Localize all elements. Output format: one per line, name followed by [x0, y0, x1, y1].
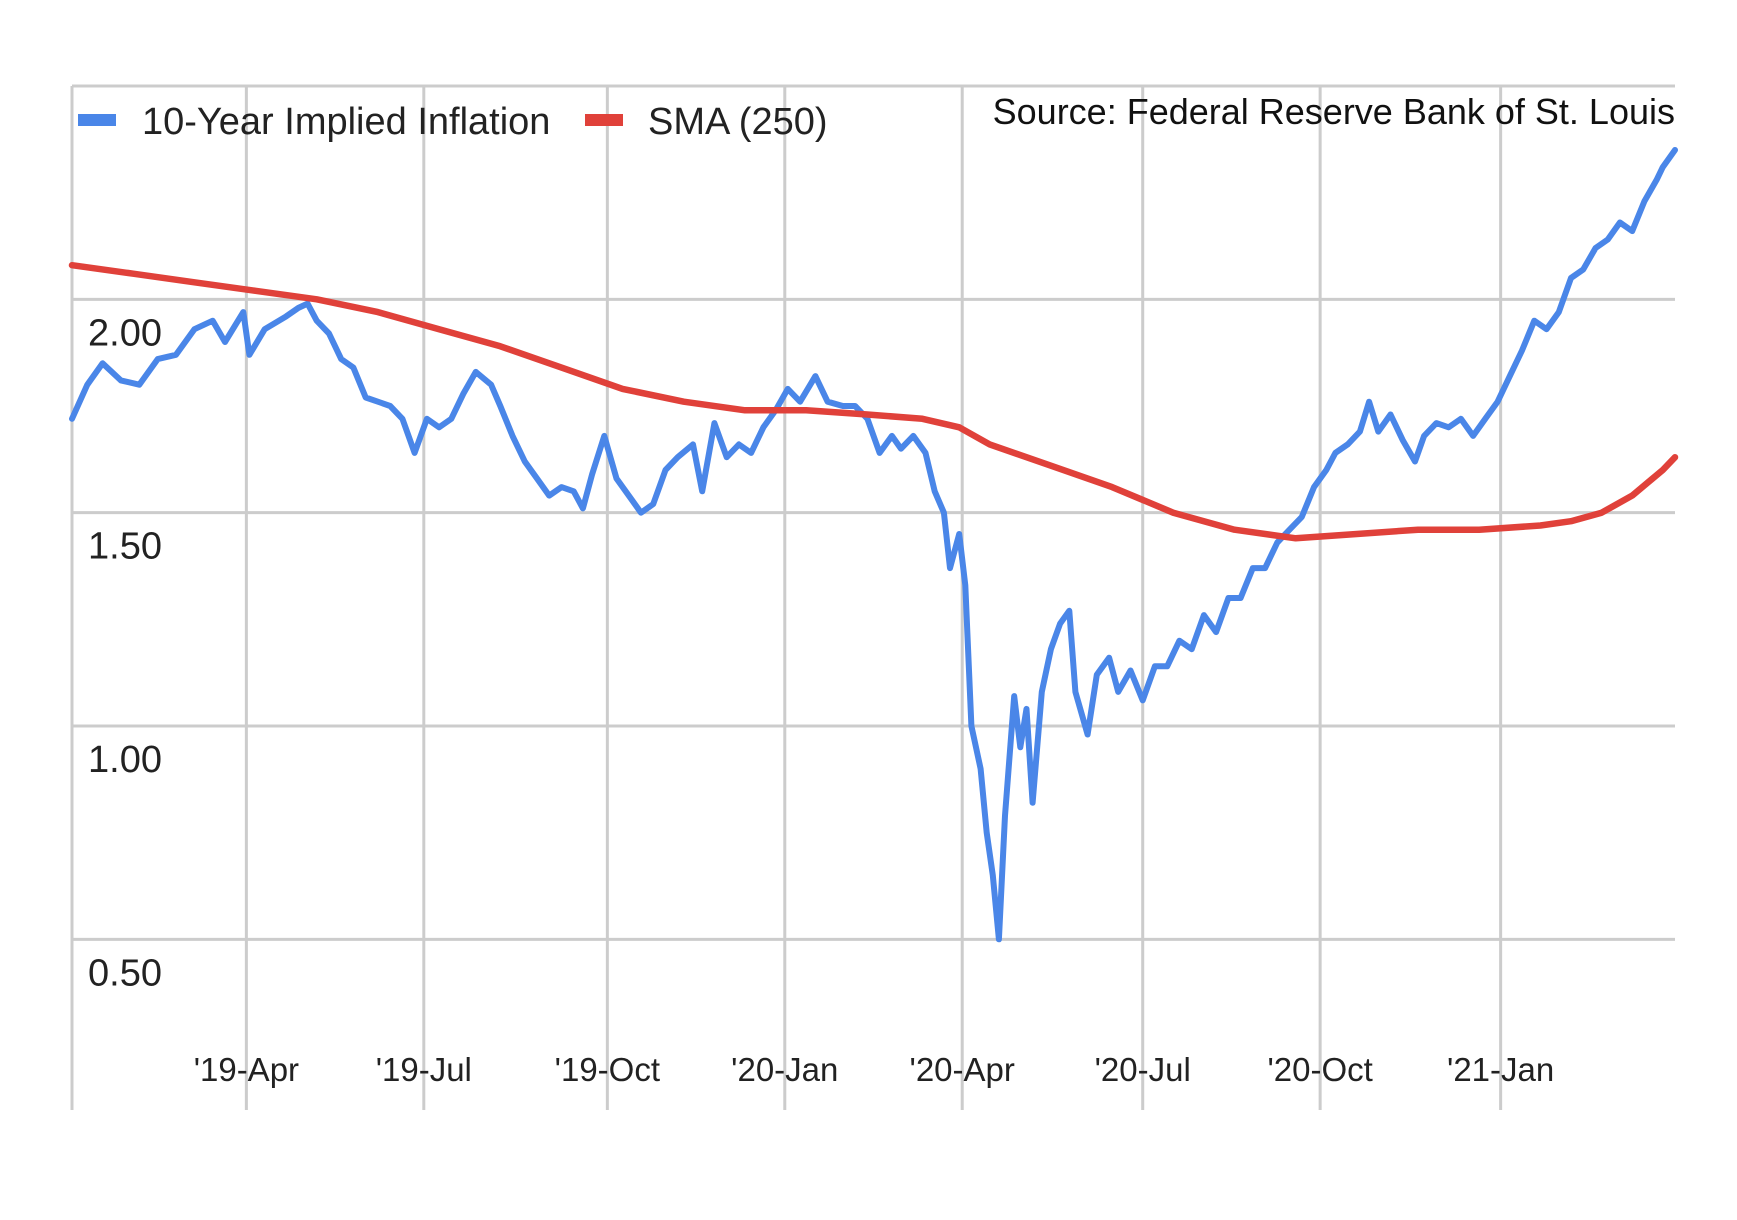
y-tick-label: 1.00 [88, 739, 162, 781]
legend-swatch [78, 114, 116, 126]
legend: 10-Year Implied Inflation SMA (250) [78, 101, 828, 143]
legend-swatch [585, 114, 623, 126]
x-tick-label: '20-Oct [1267, 1051, 1372, 1088]
x-tick-label: '21-Jan [1447, 1051, 1554, 1088]
y-tick-label: 2.00 [88, 312, 162, 354]
source-label: Source: Federal Reserve Bank of St. Loui… [993, 91, 1675, 132]
x-tick-label: '19-Apr [194, 1051, 299, 1088]
series-lines [68, 147, 1679, 943]
x-tick-label: '20-Jan [731, 1051, 838, 1088]
grid [70, 84, 1675, 1110]
x-tick-label: '19-Jul [376, 1051, 472, 1088]
x-tick-label: '20-Apr [910, 1051, 1015, 1088]
legend-label: SMA (250) [648, 101, 828, 143]
legend-label: 10-Year Implied Inflation [142, 101, 550, 143]
y-tick-label: 1.50 [88, 526, 162, 568]
x-axis-ticks: '19-Apr '19-Jul '19-Oct '20-Jan '20-Apr '20-J… [194, 1051, 1555, 1088]
series-line-implied-inflation [69, 147, 1678, 943]
series-line-sma [68, 261, 1679, 542]
y-axis-ticks: 2.00 1.50 1.00 0.50 [88, 312, 162, 994]
x-tick-label: '19-Oct [555, 1051, 660, 1088]
x-tick-label: '20-Jul [1095, 1051, 1191, 1088]
y-tick-label: 0.50 [88, 952, 162, 994]
